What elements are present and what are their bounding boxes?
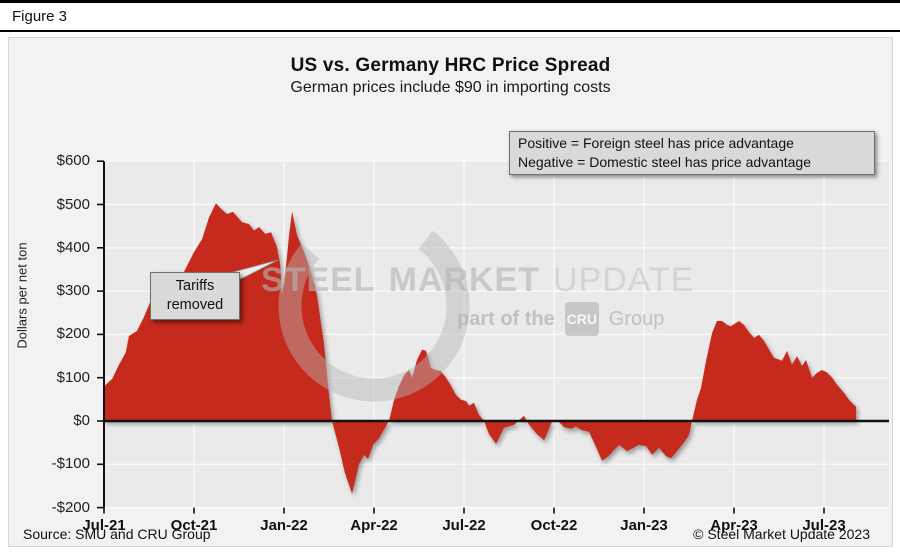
cru-logo-icon: CRU [564,302,599,336]
watermark-word-market: MARKET [388,261,541,299]
note-negative: Negative = Domestic steel has price adva… [518,154,811,170]
chart-title: US vs. Germany HRC Price Spread [290,55,611,76]
watermark-ring-icon [278,210,470,402]
x-tick-label: Jan-22 [260,516,308,534]
annotation-tariffs-removed: Tariffs removed [150,272,240,320]
watermark-tagline-suffix: Group [608,307,665,330]
watermark-tagline-prefix: part of the [457,307,555,330]
top-rule [0,0,900,3]
y-axis-title: Dollars per net ton [14,242,30,349]
x-tick-label: Apr-23 [710,516,758,534]
x-tick-label: Jul-23 [802,516,846,534]
y-tick-label: $500 [56,195,90,213]
y-tick-label: $600 [56,152,90,170]
x-tick-label: Jul-22 [442,516,486,534]
figure-rule [0,30,900,32]
x-tick-label: Jul-21 [82,516,126,534]
legend-note-box: Positive = Foreign steel has price advan… [509,131,875,175]
note-positive: Positive = Foreign steel has price advan… [518,135,794,151]
chart-panel: US vs. Germany HRC Price Spread German p… [8,37,893,547]
source-note: Source: SMU and CRU Group [23,526,211,542]
x-tick-label: Apr-22 [350,516,398,534]
figure-label: Figure 3 [12,8,68,25]
copyright-note: © Steel Market Update 2023 [693,526,870,542]
watermark-tagline: part of the CRU Group [457,302,664,336]
y-tick-label: $300 [56,282,90,300]
annotation-line2: removed [166,297,224,313]
chart-subtitle: German prices include $90 in importing c… [290,79,611,96]
watermark-word-steel: STEEL [261,261,376,299]
annotation-line1: Tariffs [175,278,215,294]
y-tick-label: -$200 [51,498,90,516]
y-tick-label: -$100 [51,455,90,473]
watermark-word-update: UPDATE [553,261,695,299]
y-tick-label: $0 [73,412,90,429]
x-tick-label: Oct-21 [170,516,218,534]
area-chart-plot [97,160,889,514]
y-tick-label: $400 [56,238,90,256]
y-tick-label: $100 [56,368,90,386]
x-tick-label: Jan-23 [620,516,668,534]
y-tick-label: $200 [56,325,90,343]
watermark-text: STEEL MARKET UPDATE [261,261,694,300]
x-tick-label: Oct-22 [530,516,578,534]
